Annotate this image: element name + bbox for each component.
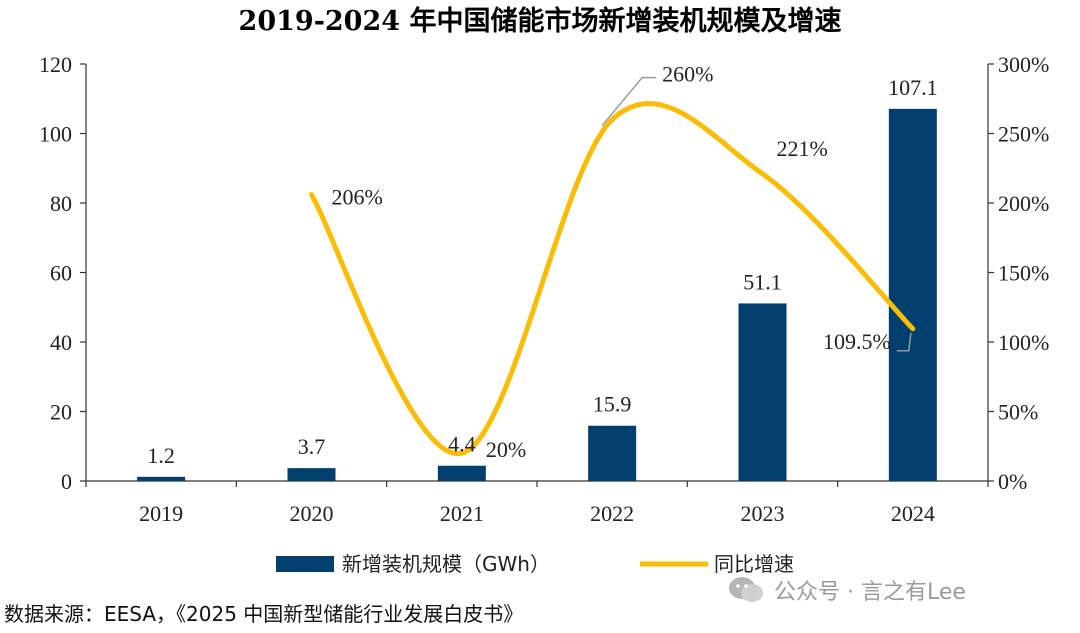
bar-series (137, 108, 937, 481)
bar-value-label: 4.4 (448, 432, 476, 457)
bar-value-label: 3.7 (298, 434, 326, 459)
growth-value-label: 260% (662, 62, 713, 87)
label-leader-line (601, 76, 657, 127)
x-tick-label: 2019 (139, 501, 183, 526)
growth-value-label: 109.5% (823, 329, 891, 354)
bar (437, 465, 486, 481)
line-series (309, 101, 916, 456)
chart-title: 2019-2024 年中国储能市场新增装机规模及增速 (239, 5, 842, 37)
y-right-tick-label: 0% (998, 469, 1027, 494)
y-left-tick-label: 40 (50, 330, 72, 355)
y-right-tick-label: 50% (998, 400, 1038, 425)
growth-line (309, 101, 916, 456)
legend-bar-label: 新增装机规模（GWh） (342, 552, 550, 576)
bar-value-label: 107.1 (888, 75, 938, 100)
bar (888, 108, 937, 481)
y-left-tick-label: 80 (50, 191, 72, 216)
legend-line-label: 同比增速 (714, 552, 794, 576)
y-left-tick-label: 120 (39, 52, 72, 77)
x-tick-label: 2023 (741, 501, 785, 526)
x-tick-label: 2024 (891, 501, 935, 526)
bar (137, 476, 186, 481)
y-left-tick-label: 0 (61, 469, 72, 494)
legend: 新增装机规模（GWh） 同比增速 (276, 552, 794, 576)
legend-bar-swatch (276, 556, 334, 572)
bar (738, 303, 787, 481)
bar (287, 468, 336, 481)
bar (588, 425, 637, 481)
y-left-tick-label: 100 (39, 122, 72, 147)
y-right-tick-label: 100% (998, 330, 1049, 355)
source-note: 数据来源：EESA，《2025 中国新型储能行业发展白皮书》 (4, 602, 524, 626)
wechat-icon (729, 577, 763, 602)
bar-value-label: 15.9 (593, 392, 632, 417)
y-right-tick-label: 150% (998, 261, 1049, 286)
growth-value-label: 206% (332, 185, 383, 210)
y-right-tick-label: 250% (998, 122, 1049, 147)
growth-value-label: 20% (486, 437, 526, 462)
watermark: 公众号 · 言之有Lee (728, 574, 966, 606)
watermark-text: 公众号 · 言之有Lee (774, 580, 966, 605)
y-right-tick-label: 200% (998, 191, 1049, 216)
x-tick-label: 2020 (290, 501, 334, 526)
axes: 0 20 40 60 80 100 120 0% 50% 100% 150% 200% 250% 300%… (39, 52, 1049, 526)
x-tick-label: 2022 (590, 501, 634, 526)
y-left-tick-label: 60 (50, 261, 72, 286)
bar-value-label: 1.2 (147, 443, 175, 468)
data-labels: 1.2 3.7 4.4 15.9 51.1 107.1 206% 20% 260% 221% 109… (147, 62, 937, 468)
bar-value-label: 51.1 (743, 269, 782, 294)
y-left-tick-label: 20 (50, 400, 72, 425)
label-leader-line (896, 332, 912, 352)
y-right-tick-label: 300% (998, 52, 1049, 77)
growth-value-label: 221% (777, 136, 828, 161)
x-tick-label: 2021 (440, 501, 484, 526)
